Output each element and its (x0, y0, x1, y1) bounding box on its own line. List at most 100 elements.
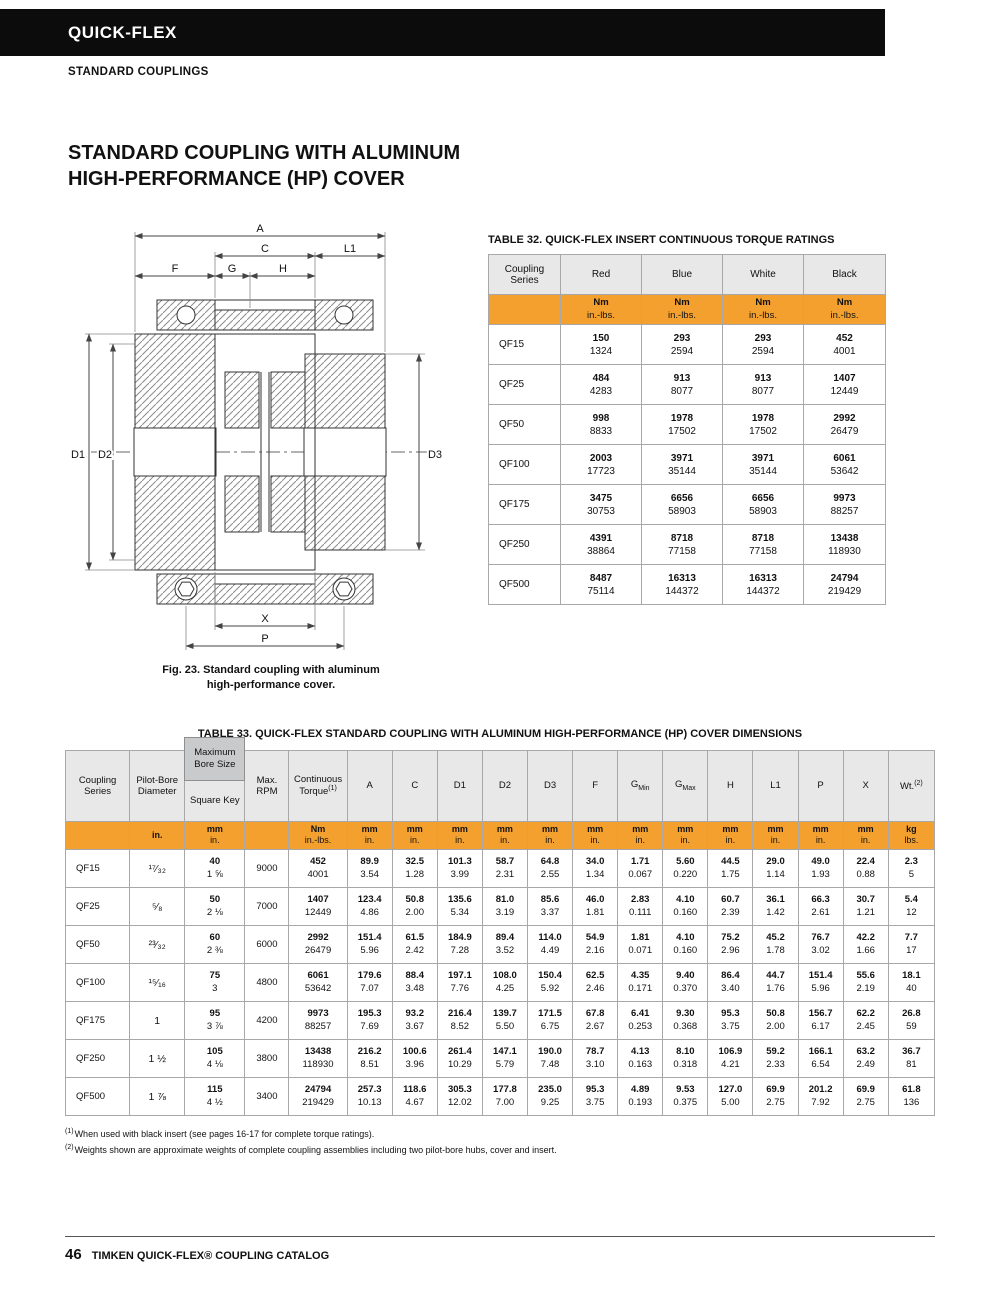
t33-series: QF15 (64, 849, 131, 889)
t33-value-cell-imperial: 1.28 (405, 868, 425, 880)
t33-unit-10-imperial: in. (590, 835, 600, 846)
t33-maxbore-metric: 60 (209, 932, 221, 944)
t33-value-cell-imperial: 3.99 (450, 868, 470, 880)
coupling-diagram: A C L1 F G H D1 D2 D3 X P (69, 221, 444, 650)
t32-value-cell: 150 1324 (560, 324, 642, 365)
t32-header-row: Coupling Series Red Blue White Black (488, 254, 886, 295)
t32-value-cell-metric: 24794 (830, 572, 859, 584)
t33-value-cell-metric: 6.41 (630, 1008, 650, 1020)
t32-value-cell: 1407 12449 (803, 364, 886, 405)
t33-maxbore-metric: 105 (206, 1046, 223, 1058)
t32-value-cell-imperial: 35144 (668, 465, 696, 477)
t32-value-cell-imperial: 17502 (749, 425, 777, 437)
t33-value-cell-imperial: 5.79 (495, 1058, 515, 1070)
t32-value-cell-metric: 1978 (670, 412, 694, 424)
t33-value-cell-metric: 36.7 (902, 1046, 921, 1058)
table33: Coupling Series Pilot-Bore Diameter Maxi… (64, 736, 936, 1117)
t33-value-cell: 69.9 2.75 (752, 1077, 799, 1117)
t33-value-cell: 9.30 0.368 (662, 1001, 709, 1041)
t33-value-cell-imperial: 219429 (302, 1096, 334, 1108)
t33-value-cell-imperial: 5.34 (450, 906, 470, 918)
t33-rpm: 7000 (244, 887, 290, 927)
t32-col-blue: Blue (641, 254, 723, 295)
t33-value-cell: 4.35 0.171 (617, 963, 664, 1003)
t33-header-row: Coupling Series Pilot-Bore Diameter Maxi… (64, 736, 936, 822)
t33-value-cell-metric: 36.1 (766, 894, 785, 906)
t33-value-cell: 190.0 7.48 (526, 1039, 574, 1079)
t33-value-cell-metric: 93.2 (405, 1008, 425, 1020)
t33-value-cell-metric: 89.4 (495, 932, 515, 944)
t33-value-cell: 54.9 2.16 (572, 925, 619, 965)
t32-unit-white-metric: Nm (755, 297, 771, 309)
t33-value-cell-imperial: 2.75 (856, 1096, 875, 1108)
t33-value-cell: 61.5 2.42 (391, 925, 438, 965)
torque-footnote-ref: (1) (328, 785, 337, 793)
t33-value-cell: 62.5 2.46 (572, 963, 619, 1003)
t33-value-cell-imperial: 2.19 (856, 982, 875, 994)
t33-unit-4-imperial: in.-lbs. (304, 835, 332, 846)
t33-value-cell: 197.1 7.76 (436, 963, 483, 1003)
t33-value-cell: 135.6 5.34 (436, 887, 483, 927)
t32-value-cell-imperial: 4001 (833, 345, 856, 357)
footnotes: (1)When used with black insert (see page… (65, 1126, 1000, 1157)
t33-value-cell-metric: 32.5 (405, 856, 425, 868)
t33-value-cell: 42.2 1.66 (842, 925, 889, 965)
t33-unit-8: mm in. (481, 820, 528, 851)
t33-value-cell-metric: 4.35 (630, 970, 650, 982)
t33-value-cell-imperial: 1.21 (856, 906, 875, 918)
gmin-sub: Min (638, 785, 650, 793)
t33-value-cell-imperial: 136 (903, 1096, 920, 1108)
t33-value-cell-imperial: 7.48 (540, 1058, 560, 1070)
t33-value-cell-metric: 235.0 (538, 1084, 562, 1096)
t33-value-cell-imperial: 0.88 (856, 868, 875, 880)
t33-value-cell-metric: 7.7 (904, 932, 918, 944)
t32-value-cell-imperial: 17723 (587, 465, 615, 477)
t33-value-cell: 1.81 0.071 (617, 925, 664, 965)
t33-value-cell: 50.8 2.00 (752, 1001, 799, 1041)
t33-value-cell-imperial: 7.28 (450, 944, 470, 956)
t33-value-cell-imperial: 118930 (302, 1058, 334, 1070)
t33-unit-3 (244, 820, 290, 851)
t33-value-cell: 166.1 6.54 (797, 1039, 844, 1079)
t33-col-x: X (842, 749, 889, 822)
t33-maxbore-metric: 115 (207, 1084, 223, 1096)
t33-value-cell-imperial: 0.368 (673, 1020, 698, 1032)
table-row: QF50 ²³⁄₃₂ 60 2 ⅜ 6000 2992 26479 151.4 5.96 61.5… (64, 925, 936, 965)
t33-value-cell: 55.6 2.19 (842, 963, 889, 1003)
table-row: QF100 ¹⁵⁄₁₆ 75 3 4800 6061 53642 179.6 7.07 88.4 3… (64, 963, 936, 1003)
t33-value-cell-metric: 18.1 (902, 970, 921, 982)
t33-value-cell-metric: 62.5 (585, 970, 605, 982)
t33-value-cell: 18.1 40 (887, 963, 936, 1003)
t33-unit-15-imperial: in. (815, 835, 826, 846)
t33-col-d3: D3 (526, 749, 574, 822)
t33-value-cell-metric: 177.8 (493, 1084, 517, 1096)
t32-value-cell-metric: 998 (592, 412, 610, 424)
t33-col-c: C (391, 749, 438, 822)
t33-value-cell-metric: 86.4 (721, 970, 740, 982)
t33-value-cell-metric: 166.1 (808, 1046, 833, 1058)
t32-value-cell-imperial: 53642 (830, 465, 859, 477)
t33-value-cell-imperial: 2.67 (585, 1020, 605, 1032)
t33-maxbore-metric: 75 (209, 970, 221, 982)
t33-value-cell-imperial: 3.10 (585, 1058, 605, 1070)
t33-maxbore: 95 3 ⅞ (184, 1001, 246, 1041)
t33-value-cell-imperial: 0.220 (673, 868, 698, 880)
t32-value-cell-metric: 6656 (670, 492, 694, 504)
table33-title: TABLE 33. QUICK-FLEX STANDARD COUPLING W… (197, 727, 803, 740)
brand-bar: QUICK-FLEX (0, 9, 885, 56)
t33-col-rpm: Max. RPM (244, 749, 290, 822)
t33-unit-12-metric: mm (677, 823, 694, 834)
t33-value-cell-metric: 1.71 (630, 856, 650, 868)
t33-value-cell-imperial: 10.29 (447, 1058, 472, 1070)
t33-value-cell-imperial: 88257 (304, 1020, 332, 1032)
t32-series: QF500 (488, 564, 561, 605)
t33-value-cell-imperial: 0.071 (628, 944, 653, 956)
t33-value-cell: 305.3 12.02 (436, 1077, 483, 1117)
t33-value-cell-imperial: 81 (906, 1058, 917, 1070)
t33-value-cell-imperial: 7.69 (360, 1020, 379, 1032)
t33-value-cell-imperial: 1.14 (766, 868, 785, 880)
t33-value-cell: 114.0 4.49 (526, 925, 574, 965)
t33-value-cell-metric: 67.8 (585, 1008, 605, 1020)
dim-label-d2: D2 (98, 449, 112, 461)
t32-value-cell-metric: 2003 (589, 452, 613, 464)
